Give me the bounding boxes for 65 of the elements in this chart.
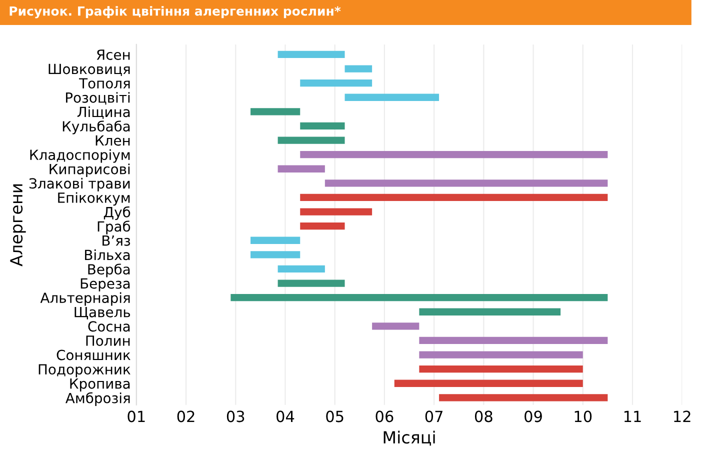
x-tick-label: 11 [624,410,641,422]
y-tick-label: Сосна [88,321,130,332]
bar [278,165,325,172]
y-tick-label: Альтернарія [40,292,130,306]
x-tick-label: 03 [226,410,244,422]
y-tick-label: Розоцвіті [66,92,130,105]
x-axis-title: Місяці [384,430,435,446]
x-tick-label: 10 [574,410,592,422]
y-tick-label: Амброзія [66,392,130,406]
bar [419,365,583,373]
y-tick-label: Кипарисові [50,164,130,178]
x-tick-label: 09 [524,410,542,422]
x-tick-label: 01 [128,410,145,422]
y-tick-label: Верба [88,264,130,278]
y-tick-label: Вільха [85,249,130,260]
bar [344,94,440,101]
y-tick-label: Епікоккум [58,192,130,206]
bar [250,251,300,258]
chart-title: Рисунок. Графік цвітіння алергенних рослин* [10,6,341,18]
bar [300,79,372,87]
x-tick-label: 07 [425,410,442,422]
bar [300,150,608,158]
bar [372,322,420,330]
bar [419,308,561,316]
y-tick-label: Полин [86,336,130,346]
bar [300,122,345,130]
x-tick-label: 12 [674,410,690,422]
bar [300,194,608,202]
bar [250,236,300,244]
y-tick-label: Подорожник [38,364,130,378]
y-tick-label: Кладоспоріум [30,149,130,163]
y-tick-label: Ясен [96,50,130,60]
bar [230,294,608,302]
x-tick-label: 04 [276,410,294,422]
bar [278,280,345,287]
bar [394,380,583,387]
bar [419,336,608,344]
bar [278,265,325,273]
y-tick-label: Граб [98,220,130,234]
x-tick-label: 05 [326,410,344,422]
bar [324,180,608,187]
y-tick-label: Кропива [70,378,130,392]
y-tick-label: Соняшник [56,350,130,360]
bar [300,222,345,230]
y-tick-label: Дуб [104,206,130,220]
bar [278,136,345,144]
x-tick-label: 06 [376,410,394,422]
y-tick-label: Ліщина [77,106,130,119]
bar [439,394,608,402]
y-tick-label: Злакові трави [30,178,130,192]
y-tick-label: Щавель [74,307,130,320]
y-tick-label: В’яз [102,236,130,246]
x-tick-label: 08 [474,410,492,422]
y-tick-label: Кульбаба [62,120,130,134]
y-tick-label: Клен [96,135,130,146]
y-axis-title: Алергени [10,184,26,266]
bar [419,351,583,358]
y-tick-label: Тополя [79,78,130,89]
bar [278,50,345,58]
bar [344,65,372,72]
bar [300,208,372,216]
x-tick-label: 02 [177,410,194,422]
y-tick-label: Шовковиця [48,64,130,76]
bar [250,108,300,116]
y-tick-label: Береза [80,278,130,292]
